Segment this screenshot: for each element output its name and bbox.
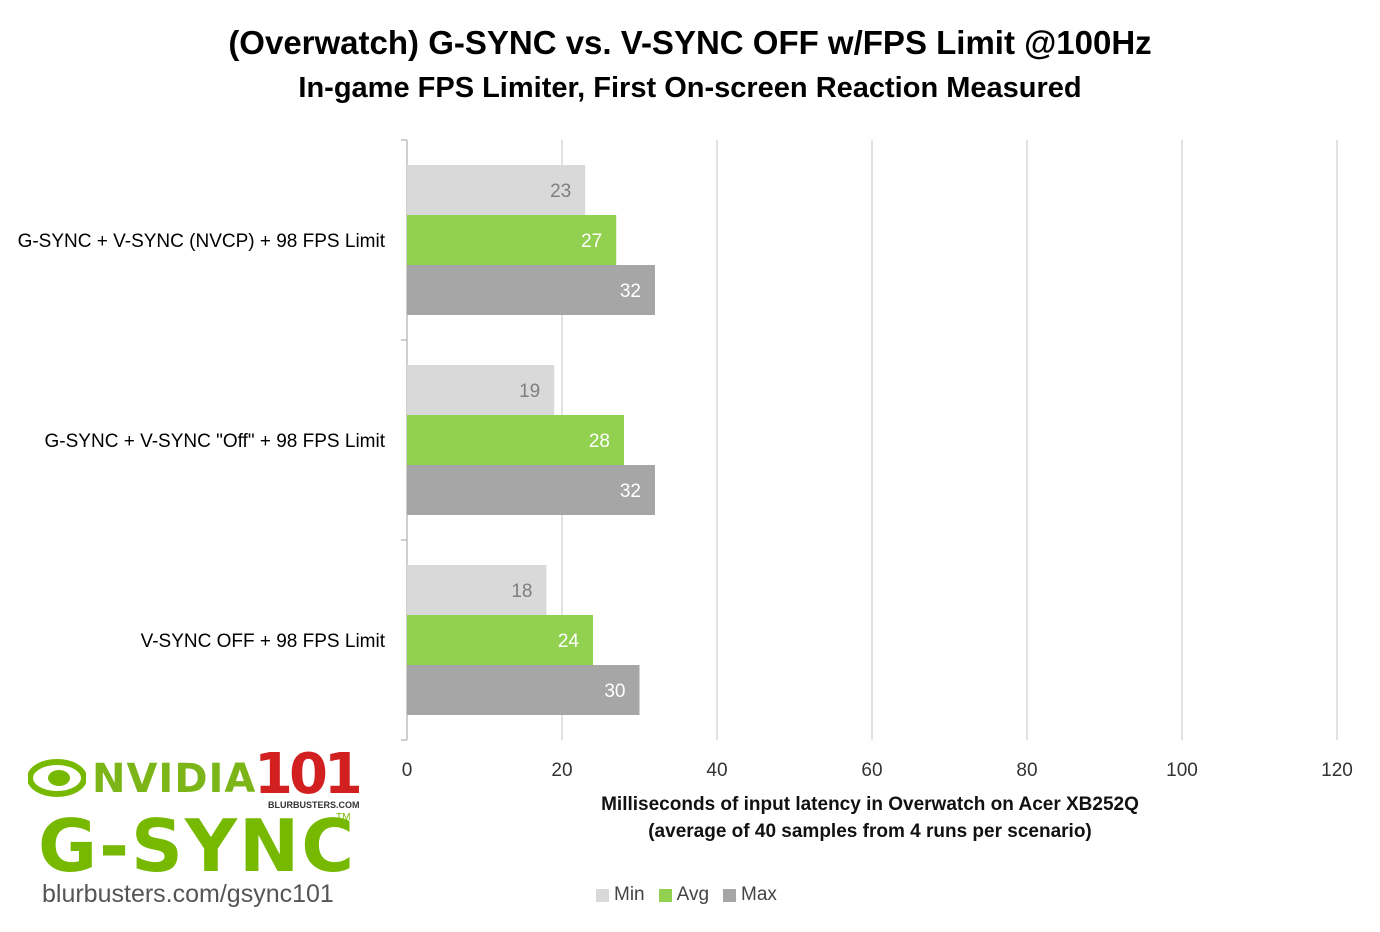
legend-item: Min	[596, 884, 645, 906]
x-axis-sublabel: (average of 40 samples from 4 runs per s…	[648, 821, 1092, 842]
bar-min	[407, 165, 586, 215]
bar-avg	[407, 215, 617, 265]
data-label: 18	[511, 581, 532, 602]
x-tick-label: 0	[402, 760, 413, 781]
chart-subtitle: In-game FPS Limiter, First On-screen Rea…	[298, 72, 1082, 104]
x-tick-label: 80	[1016, 760, 1037, 781]
data-label: 28	[589, 431, 610, 452]
x-tick-label: 60	[861, 760, 882, 781]
legend-item: Max	[723, 884, 777, 906]
legend-label: Avg	[676, 884, 710, 905]
bar-avg	[407, 615, 593, 665]
gsync101-logo: NVIDIA 101 BLURBUSTERS.COM G-SYNC TM blu…	[28, 742, 368, 920]
x-tick-label: 100	[1166, 760, 1198, 781]
legend-swatch	[596, 888, 609, 902]
badge-101: 101	[254, 742, 363, 807]
data-label: 24	[558, 631, 580, 652]
legend-label: Max	[741, 884, 777, 905]
badge-site: BLURBUSTERS.COM	[268, 800, 360, 810]
category-label: G-SYNC + V-SYNC (NVCP) + 98 FPS Limit	[18, 231, 386, 252]
data-label: 32	[620, 481, 641, 502]
legend-label: Min	[614, 884, 645, 905]
bar-max	[407, 465, 655, 515]
chart-legend: Min Avg Max	[596, 884, 791, 906]
data-label: 19	[519, 381, 540, 402]
gsync-wordmark: G-SYNC	[38, 804, 357, 888]
bar-avg	[407, 415, 624, 465]
legend-swatch	[658, 888, 672, 902]
data-label: 32	[620, 281, 641, 302]
nvidia-eye-icon	[28, 759, 86, 797]
bar-max	[407, 665, 640, 715]
x-tick-label: 20	[551, 760, 572, 781]
bar-max	[407, 265, 655, 315]
data-label: 23	[550, 181, 571, 202]
legend-item: Avg	[658, 884, 710, 906]
logo-url: blurbusters.com/gsync101	[42, 880, 334, 908]
legend-swatch	[723, 888, 737, 902]
bar-min	[407, 565, 547, 615]
category-label: V-SYNC OFF + 98 FPS Limit	[141, 631, 386, 652]
trademark-mark: TM	[336, 812, 351, 823]
chart-title: (Overwatch) G-SYNC vs. V-SYNC OFF w/FPS …	[228, 24, 1152, 61]
nvidia-wordmark: NVIDIA	[92, 756, 257, 802]
x-tick-label: 40	[706, 760, 727, 781]
x-tick-label: 120	[1321, 760, 1353, 781]
bar-min	[407, 365, 555, 415]
category-label: G-SYNC + V-SYNC "Off" + 98 FPS Limit	[45, 431, 386, 452]
x-axis-label: Milliseconds of input latency in Overwat…	[601, 794, 1139, 815]
data-label: 27	[581, 231, 602, 252]
data-label: 30	[604, 681, 625, 702]
